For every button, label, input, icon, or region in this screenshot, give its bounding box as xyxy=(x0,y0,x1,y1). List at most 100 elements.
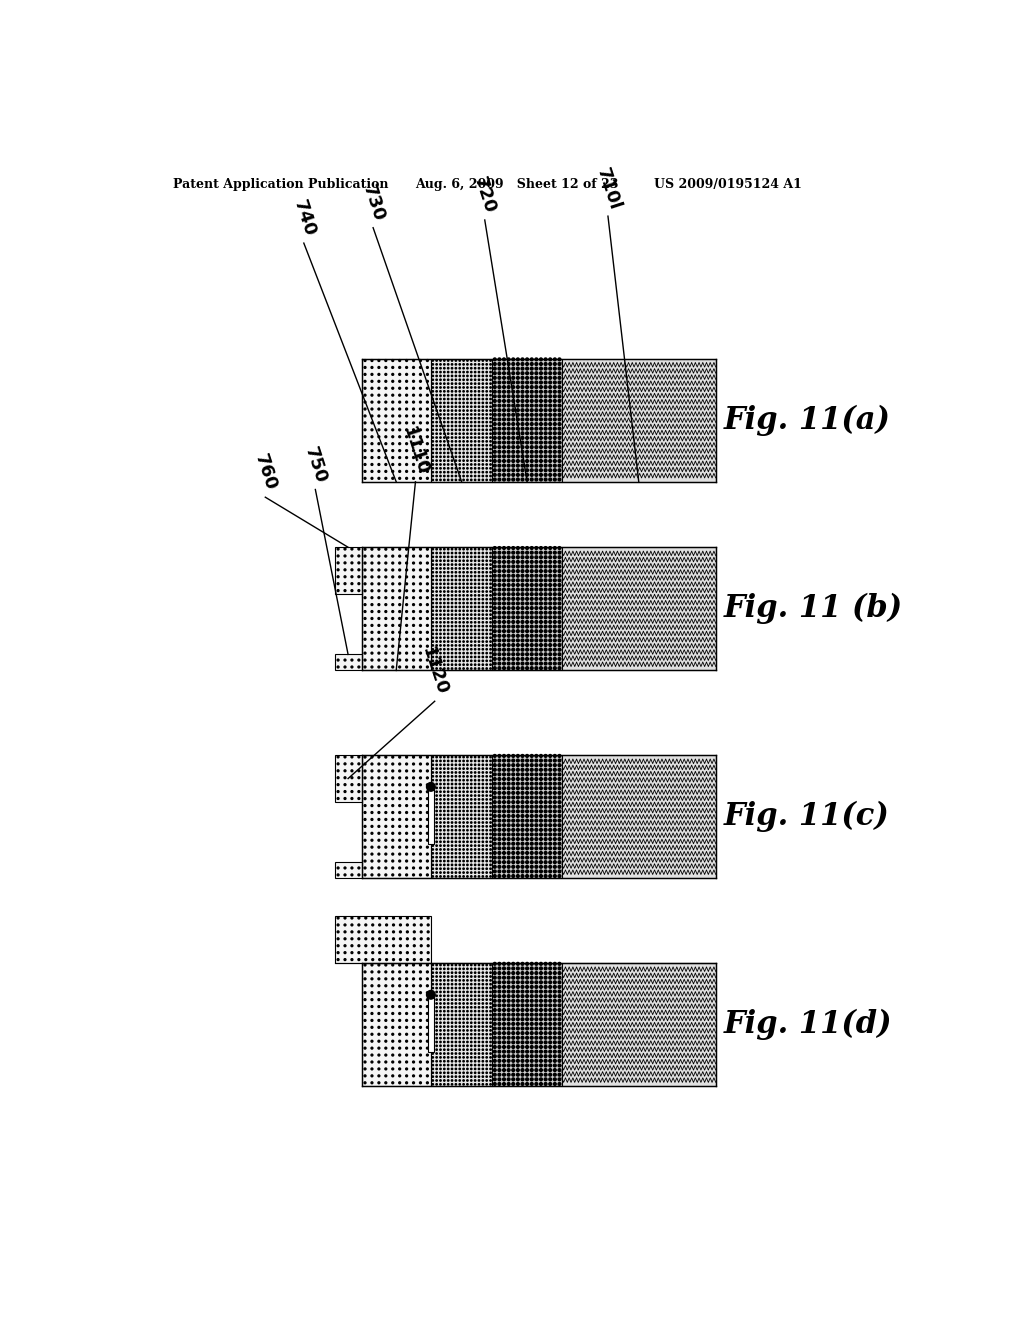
Circle shape xyxy=(478,634,479,635)
Circle shape xyxy=(463,1045,464,1047)
Circle shape xyxy=(439,630,441,631)
Circle shape xyxy=(553,579,556,582)
Circle shape xyxy=(535,1014,538,1016)
Circle shape xyxy=(507,446,510,449)
Circle shape xyxy=(535,598,538,601)
Circle shape xyxy=(443,556,445,557)
Circle shape xyxy=(432,471,433,473)
Circle shape xyxy=(456,795,457,796)
Bar xyxy=(361,964,431,1086)
Circle shape xyxy=(503,395,506,397)
Circle shape xyxy=(436,795,437,796)
Circle shape xyxy=(371,1055,373,1056)
Circle shape xyxy=(432,991,433,993)
Circle shape xyxy=(486,1076,487,1077)
Circle shape xyxy=(544,657,547,660)
Circle shape xyxy=(379,958,381,961)
Circle shape xyxy=(398,1047,400,1049)
Circle shape xyxy=(351,667,353,668)
Circle shape xyxy=(530,820,534,822)
Circle shape xyxy=(371,422,373,424)
Circle shape xyxy=(463,429,464,430)
Circle shape xyxy=(525,363,528,366)
Circle shape xyxy=(365,631,366,634)
Circle shape xyxy=(406,791,408,792)
Circle shape xyxy=(540,422,543,425)
Circle shape xyxy=(452,756,453,758)
Circle shape xyxy=(558,579,561,582)
Circle shape xyxy=(443,364,445,366)
Circle shape xyxy=(507,644,510,647)
Circle shape xyxy=(467,783,468,784)
Circle shape xyxy=(553,663,556,665)
Circle shape xyxy=(478,467,479,469)
Circle shape xyxy=(535,805,538,808)
Circle shape xyxy=(471,818,472,820)
Circle shape xyxy=(530,1082,534,1085)
Circle shape xyxy=(503,620,506,623)
Circle shape xyxy=(420,999,422,1001)
Circle shape xyxy=(474,814,476,816)
Circle shape xyxy=(420,917,422,919)
Circle shape xyxy=(385,374,387,375)
Circle shape xyxy=(558,1055,561,1057)
Circle shape xyxy=(432,873,433,874)
Circle shape xyxy=(443,471,445,473)
Circle shape xyxy=(459,471,461,473)
Circle shape xyxy=(489,644,492,645)
Circle shape xyxy=(507,648,510,651)
Circle shape xyxy=(426,548,428,550)
Circle shape xyxy=(385,797,387,800)
Circle shape xyxy=(459,1038,461,1039)
Circle shape xyxy=(478,1030,479,1031)
Circle shape xyxy=(436,364,437,366)
Circle shape xyxy=(521,667,524,669)
Circle shape xyxy=(426,825,428,828)
Circle shape xyxy=(452,849,453,850)
Circle shape xyxy=(553,565,556,568)
Circle shape xyxy=(478,1053,479,1055)
Circle shape xyxy=(337,797,339,800)
Circle shape xyxy=(471,429,472,430)
Circle shape xyxy=(436,861,437,862)
Circle shape xyxy=(344,770,346,772)
Circle shape xyxy=(471,853,472,854)
Circle shape xyxy=(420,853,422,855)
Circle shape xyxy=(540,805,543,808)
Circle shape xyxy=(358,576,359,578)
Circle shape xyxy=(406,562,408,564)
Circle shape xyxy=(459,975,461,977)
Circle shape xyxy=(530,851,534,854)
Circle shape xyxy=(378,645,380,647)
Circle shape xyxy=(398,645,400,647)
Circle shape xyxy=(385,659,387,661)
Circle shape xyxy=(471,1014,472,1015)
Circle shape xyxy=(426,597,428,598)
Circle shape xyxy=(521,1023,524,1026)
Circle shape xyxy=(521,981,524,983)
Circle shape xyxy=(516,579,519,582)
Circle shape xyxy=(432,399,433,400)
Circle shape xyxy=(432,552,433,553)
Circle shape xyxy=(432,479,433,480)
Circle shape xyxy=(420,797,422,800)
Circle shape xyxy=(420,964,422,966)
Circle shape xyxy=(392,401,393,403)
Circle shape xyxy=(474,972,476,973)
Circle shape xyxy=(471,425,472,426)
Circle shape xyxy=(459,634,461,635)
Circle shape xyxy=(535,796,538,799)
Circle shape xyxy=(436,598,437,599)
Circle shape xyxy=(463,861,464,862)
Circle shape xyxy=(432,457,433,458)
Circle shape xyxy=(525,1078,528,1081)
Circle shape xyxy=(530,842,534,845)
Circle shape xyxy=(467,664,468,665)
Circle shape xyxy=(544,1051,547,1053)
Circle shape xyxy=(503,593,506,595)
Circle shape xyxy=(474,459,476,461)
Circle shape xyxy=(420,556,422,557)
Circle shape xyxy=(478,360,479,362)
Circle shape xyxy=(439,983,441,985)
Circle shape xyxy=(426,867,428,869)
